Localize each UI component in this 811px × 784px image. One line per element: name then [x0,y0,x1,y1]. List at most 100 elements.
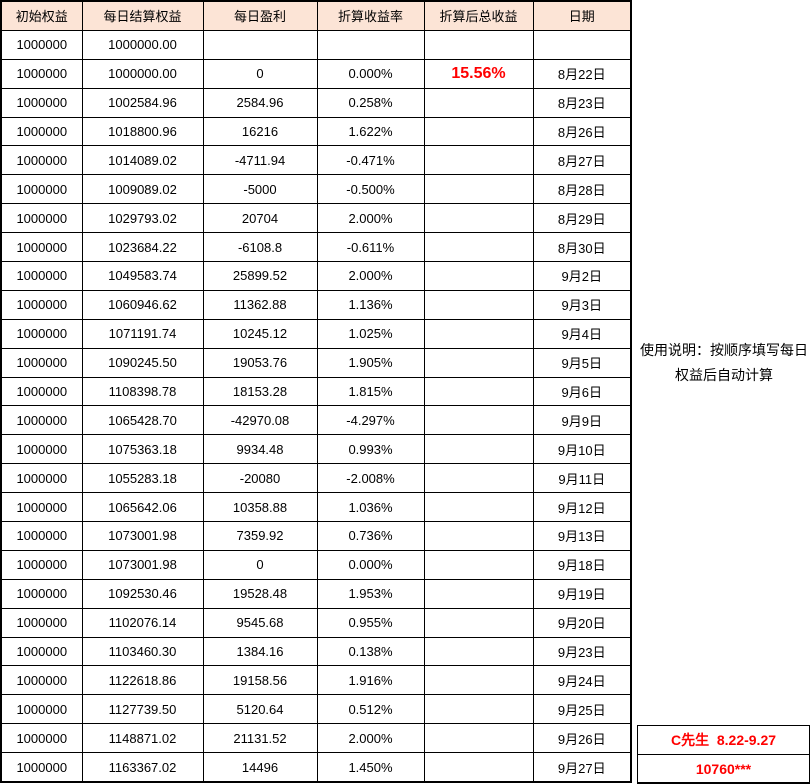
cell-initial-equity[interactable]: 1000000 [0,116,83,147]
cell-date[interactable]: 8月29日 [532,203,632,234]
cell-return-rate[interactable]: 1.450% [316,752,425,783]
cell-settlement-equity[interactable]: 1090245.50 [81,347,204,378]
cell-initial-equity[interactable]: 1000000 [0,145,83,176]
cell-return-rate[interactable]: 0.000% [316,549,425,580]
cell-initial-equity[interactable]: 1000000 [0,232,83,263]
cell-date[interactable]: 8月27日 [532,145,632,176]
cell-daily-profit[interactable]: 0 [202,549,318,580]
cell-initial-equity[interactable]: 1000000 [0,607,83,638]
cell-settlement-equity[interactable]: 1092530.46 [81,578,204,609]
header-daily-profit[interactable]: 每日盈利 [202,0,318,31]
cell-total-return[interactable] [423,376,534,407]
cell-return-rate[interactable]: 2.000% [316,261,425,291]
cell-settlement-equity[interactable]: 1065428.70 [81,405,204,436]
cell-total-return[interactable] [423,116,534,147]
cell-daily-profit[interactable]: 1384.16 [202,636,318,667]
header-total-return[interactable]: 折算后总收益 [423,0,534,31]
cell-daily-profit[interactable]: 2584.96 [202,87,318,118]
cell-return-rate[interactable]: 0.993% [316,434,425,465]
cell-initial-equity[interactable]: 1000000 [0,521,83,551]
cell-date[interactable]: 9月5日 [532,347,632,378]
cell-daily-profit[interactable]: 16216 [202,116,318,147]
cell-date[interactable]: 9月19日 [532,578,632,609]
cell-return-rate[interactable]: 1.136% [316,289,425,320]
cell-date[interactable]: 9月24日 [532,665,632,696]
cell-settlement-equity[interactable]: 1103460.30 [81,636,204,667]
cell-daily-profit[interactable]: 10358.88 [202,492,318,523]
cell-return-rate[interactable] [316,29,425,60]
cell-initial-equity[interactable]: 1000000 [0,87,83,118]
cell-return-rate[interactable]: 1.036% [316,492,425,523]
cell-total-return[interactable] [423,492,534,523]
cell-settlement-equity[interactable]: 1060946.62 [81,289,204,320]
account-value-cell[interactable]: 10760*** [637,754,810,784]
cell-date[interactable]: 9月26日 [532,723,632,754]
cell-daily-profit[interactable]: -42970.08 [202,405,318,436]
cell-initial-equity[interactable]: 1000000 [0,434,83,465]
cell-settlement-equity[interactable]: 1073001.98 [81,521,204,551]
cell-total-return[interactable] [423,203,534,234]
cell-return-rate[interactable]: 1.815% [316,376,425,407]
cell-total-return[interactable] [423,347,534,378]
cell-return-rate[interactable]: 1.622% [316,116,425,147]
cell-settlement-equity[interactable]: 1023684.22 [81,232,204,263]
cell-settlement-equity[interactable]: 1127739.50 [81,694,204,725]
cell-total-return[interactable] [423,29,534,60]
cell-settlement-equity[interactable]: 1065642.06 [81,492,204,523]
cell-return-rate[interactable]: 1.025% [316,318,425,349]
cell-settlement-equity[interactable]: 1055283.18 [81,463,204,494]
cell-total-return[interactable] [423,318,534,349]
cell-total-return[interactable]: 15.56% [423,58,534,89]
cell-return-rate[interactable]: 0.736% [316,521,425,551]
cell-total-return[interactable] [423,521,534,551]
cell-date[interactable]: 9月18日 [532,549,632,580]
cell-initial-equity[interactable]: 1000000 [0,665,83,696]
cell-total-return[interactable] [423,145,534,176]
cell-daily-profit[interactable]: 18153.28 [202,376,318,407]
account-label-cell[interactable]: C先生 8.22-9.27 [637,725,810,754]
cell-return-rate[interactable]: -0.471% [316,145,425,176]
cell-total-return[interactable] [423,665,534,696]
cell-daily-profit[interactable]: 25899.52 [202,261,318,291]
cell-settlement-equity[interactable]: 1000000.00 [81,29,204,60]
cell-daily-profit[interactable]: 19528.48 [202,578,318,609]
cell-date[interactable]: 8月30日 [532,232,632,263]
cell-total-return[interactable] [423,752,534,783]
cell-initial-equity[interactable]: 1000000 [0,636,83,667]
cell-daily-profit[interactable]: -5000 [202,174,318,205]
cell-initial-equity[interactable]: 1000000 [0,58,83,89]
cell-date[interactable]: 9月3日 [532,289,632,320]
cell-total-return[interactable] [423,232,534,263]
cell-daily-profit[interactable]: 19053.76 [202,347,318,378]
cell-return-rate[interactable]: -0.500% [316,174,425,205]
cell-initial-equity[interactable]: 1000000 [0,318,83,349]
cell-settlement-equity[interactable]: 1002584.96 [81,87,204,118]
cell-return-rate[interactable]: 1.953% [316,578,425,609]
cell-daily-profit[interactable]: 0 [202,58,318,89]
cell-initial-equity[interactable]: 1000000 [0,29,83,60]
cell-daily-profit[interactable]: 20704 [202,203,318,234]
cell-daily-profit[interactable]: 7359.92 [202,521,318,551]
cell-settlement-equity[interactable]: 1000000.00 [81,58,204,89]
cell-settlement-equity[interactable]: 1122618.86 [81,665,204,696]
cell-date[interactable]: 8月26日 [532,116,632,147]
cell-date[interactable]: 9月2日 [532,261,632,291]
cell-daily-profit[interactable]: 19158.56 [202,665,318,696]
cell-return-rate[interactable]: -0.611% [316,232,425,263]
cell-daily-profit[interactable]: 21131.52 [202,723,318,754]
cell-settlement-equity[interactable]: 1102076.14 [81,607,204,638]
cell-date[interactable]: 8月28日 [532,174,632,205]
cell-initial-equity[interactable]: 1000000 [0,289,83,320]
cell-initial-equity[interactable]: 1000000 [0,463,83,494]
cell-total-return[interactable] [423,261,534,291]
cell-initial-equity[interactable]: 1000000 [0,174,83,205]
cell-daily-profit[interactable] [202,29,318,60]
cell-return-rate[interactable]: 0.258% [316,87,425,118]
cell-initial-equity[interactable]: 1000000 [0,492,83,523]
cell-daily-profit[interactable]: -4711.94 [202,145,318,176]
cell-initial-equity[interactable]: 1000000 [0,347,83,378]
cell-date[interactable]: 9月23日 [532,636,632,667]
cell-date[interactable]: 9月9日 [532,405,632,436]
cell-return-rate[interactable]: 1.905% [316,347,425,378]
cell-date[interactable]: 9月12日 [532,492,632,523]
